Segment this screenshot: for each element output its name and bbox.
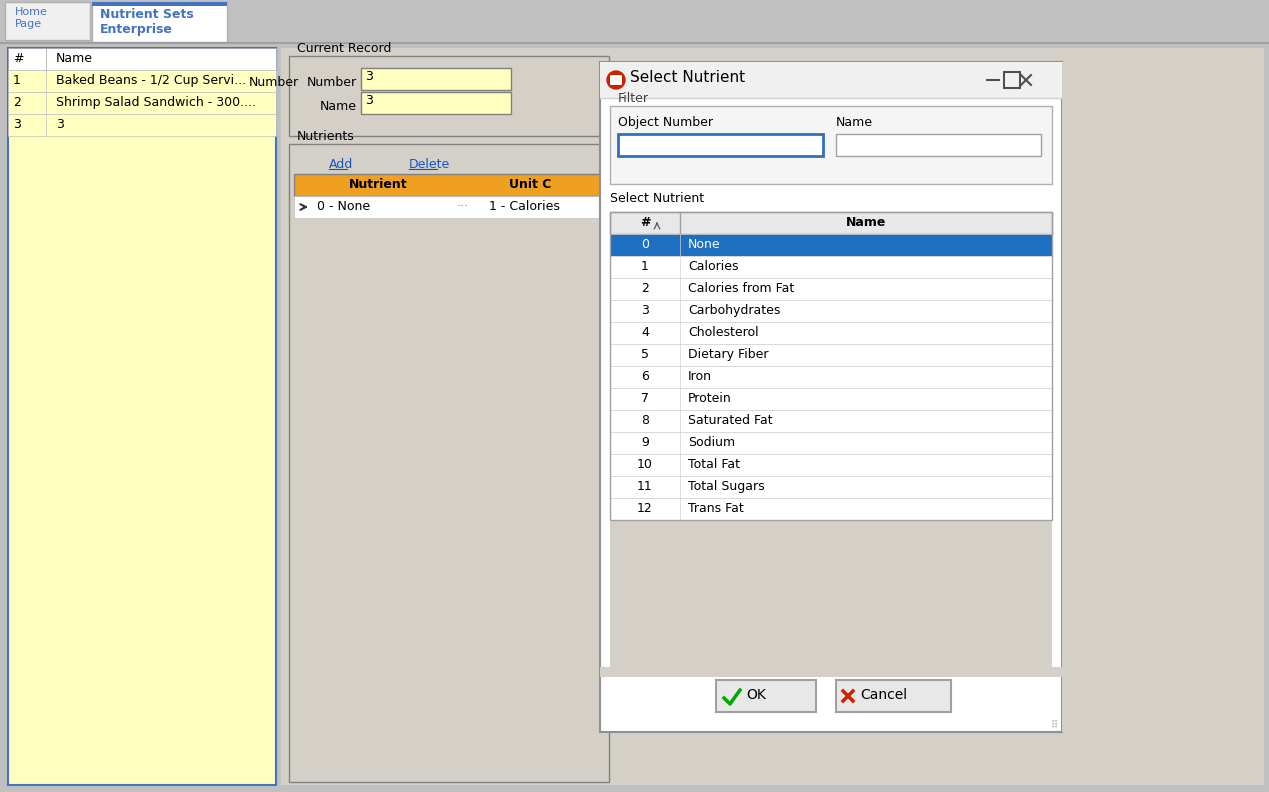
Text: OK: OK	[746, 688, 766, 702]
Text: Calories from Fat: Calories from Fat	[688, 282, 794, 295]
FancyBboxPatch shape	[91, 2, 227, 6]
FancyBboxPatch shape	[610, 278, 1052, 300]
Text: 12: 12	[637, 502, 652, 515]
FancyBboxPatch shape	[289, 144, 609, 782]
Text: 2: 2	[13, 96, 20, 109]
Text: 3: 3	[56, 118, 63, 131]
Text: Number: Number	[307, 76, 357, 89]
Text: Total Sugars: Total Sugars	[688, 480, 765, 493]
Text: Calories: Calories	[688, 260, 739, 273]
Text: Name: Name	[56, 52, 93, 65]
FancyBboxPatch shape	[294, 174, 604, 196]
FancyBboxPatch shape	[610, 106, 1052, 184]
Text: Nutrient Sets
Enterprise: Nutrient Sets Enterprise	[100, 8, 194, 36]
FancyBboxPatch shape	[600, 62, 1062, 732]
Text: Cancel: Cancel	[860, 688, 907, 702]
Text: ···: ···	[457, 200, 470, 213]
Text: Nutrient: Nutrient	[349, 178, 407, 191]
FancyBboxPatch shape	[91, 2, 227, 42]
FancyBboxPatch shape	[294, 196, 604, 218]
Text: 5: 5	[641, 348, 648, 361]
Text: 3: 3	[365, 94, 373, 107]
Text: 1: 1	[641, 260, 648, 273]
FancyBboxPatch shape	[610, 476, 1052, 498]
Text: Baked Beans - 1/2 Cup Servi...: Baked Beans - 1/2 Cup Servi...	[56, 74, 246, 87]
FancyBboxPatch shape	[610, 234, 1052, 256]
Text: Carbohydrates: Carbohydrates	[688, 304, 780, 317]
FancyBboxPatch shape	[610, 322, 1052, 344]
FancyBboxPatch shape	[610, 256, 1052, 278]
FancyBboxPatch shape	[280, 48, 1264, 785]
Text: 3: 3	[13, 118, 20, 131]
Text: 3: 3	[641, 304, 648, 317]
Text: None: None	[688, 238, 721, 251]
FancyBboxPatch shape	[360, 92, 511, 114]
Text: 2: 2	[641, 282, 648, 295]
Text: Add: Add	[329, 158, 353, 171]
FancyBboxPatch shape	[8, 48, 275, 70]
FancyBboxPatch shape	[836, 680, 950, 712]
Text: 1 - Calories: 1 - Calories	[489, 200, 560, 213]
FancyBboxPatch shape	[610, 344, 1052, 366]
Text: Home
Page: Home Page	[15, 7, 48, 29]
FancyBboxPatch shape	[360, 68, 511, 90]
Text: Trans Fat: Trans Fat	[688, 502, 744, 515]
Text: Delete: Delete	[409, 158, 450, 171]
Text: 0: 0	[641, 238, 648, 251]
Text: #: #	[640, 216, 650, 229]
Text: Select Nutrient: Select Nutrient	[610, 192, 704, 205]
Text: Nutrients: Nutrients	[297, 130, 355, 143]
Circle shape	[607, 71, 626, 89]
Text: Cholesterol: Cholesterol	[688, 326, 759, 339]
Text: 6: 6	[641, 370, 648, 383]
FancyBboxPatch shape	[8, 114, 275, 136]
Text: 1: 1	[13, 74, 20, 87]
FancyBboxPatch shape	[5, 2, 90, 40]
FancyBboxPatch shape	[610, 300, 1052, 322]
FancyBboxPatch shape	[610, 366, 1052, 388]
Text: Name: Name	[836, 116, 873, 129]
FancyBboxPatch shape	[8, 70, 275, 92]
Text: Number: Number	[249, 76, 299, 89]
Text: Saturated Fat: Saturated Fat	[688, 414, 773, 427]
FancyBboxPatch shape	[610, 75, 622, 85]
Text: Shrimp Salad Sandwich - 300....: Shrimp Salad Sandwich - 300....	[56, 96, 256, 109]
Text: 4: 4	[641, 326, 648, 339]
Text: ⠿: ⠿	[1051, 720, 1058, 730]
FancyBboxPatch shape	[610, 432, 1052, 454]
FancyBboxPatch shape	[610, 212, 1052, 234]
FancyBboxPatch shape	[0, 0, 1269, 42]
FancyBboxPatch shape	[600, 667, 1062, 677]
FancyBboxPatch shape	[618, 134, 824, 156]
Text: 11: 11	[637, 480, 652, 493]
FancyBboxPatch shape	[610, 520, 1052, 667]
FancyBboxPatch shape	[600, 62, 1062, 98]
Text: Iron: Iron	[688, 370, 712, 383]
Text: Filter: Filter	[618, 92, 648, 105]
Text: Name: Name	[320, 100, 357, 113]
Text: Sodium: Sodium	[688, 436, 735, 449]
Text: Object Number: Object Number	[618, 116, 713, 129]
FancyBboxPatch shape	[8, 92, 275, 114]
FancyBboxPatch shape	[610, 388, 1052, 410]
Text: Total Fat: Total Fat	[688, 458, 740, 471]
Text: Unit C: Unit C	[509, 178, 551, 191]
FancyBboxPatch shape	[1062, 62, 1074, 732]
Text: Current Record: Current Record	[297, 42, 391, 55]
FancyBboxPatch shape	[610, 410, 1052, 432]
Text: 7: 7	[641, 392, 648, 405]
Text: Dietary Fiber: Dietary Fiber	[688, 348, 769, 361]
Text: 0 - None: 0 - None	[317, 200, 371, 213]
Text: Select Nutrient: Select Nutrient	[629, 70, 745, 85]
Text: #: #	[13, 52, 24, 65]
FancyBboxPatch shape	[610, 454, 1052, 476]
Text: 10: 10	[637, 458, 654, 471]
FancyBboxPatch shape	[8, 48, 275, 785]
Text: Protein: Protein	[688, 392, 732, 405]
Text: 8: 8	[641, 414, 648, 427]
FancyBboxPatch shape	[836, 134, 1041, 156]
FancyBboxPatch shape	[716, 680, 816, 712]
Text: 3: 3	[365, 70, 373, 83]
FancyBboxPatch shape	[610, 498, 1052, 520]
